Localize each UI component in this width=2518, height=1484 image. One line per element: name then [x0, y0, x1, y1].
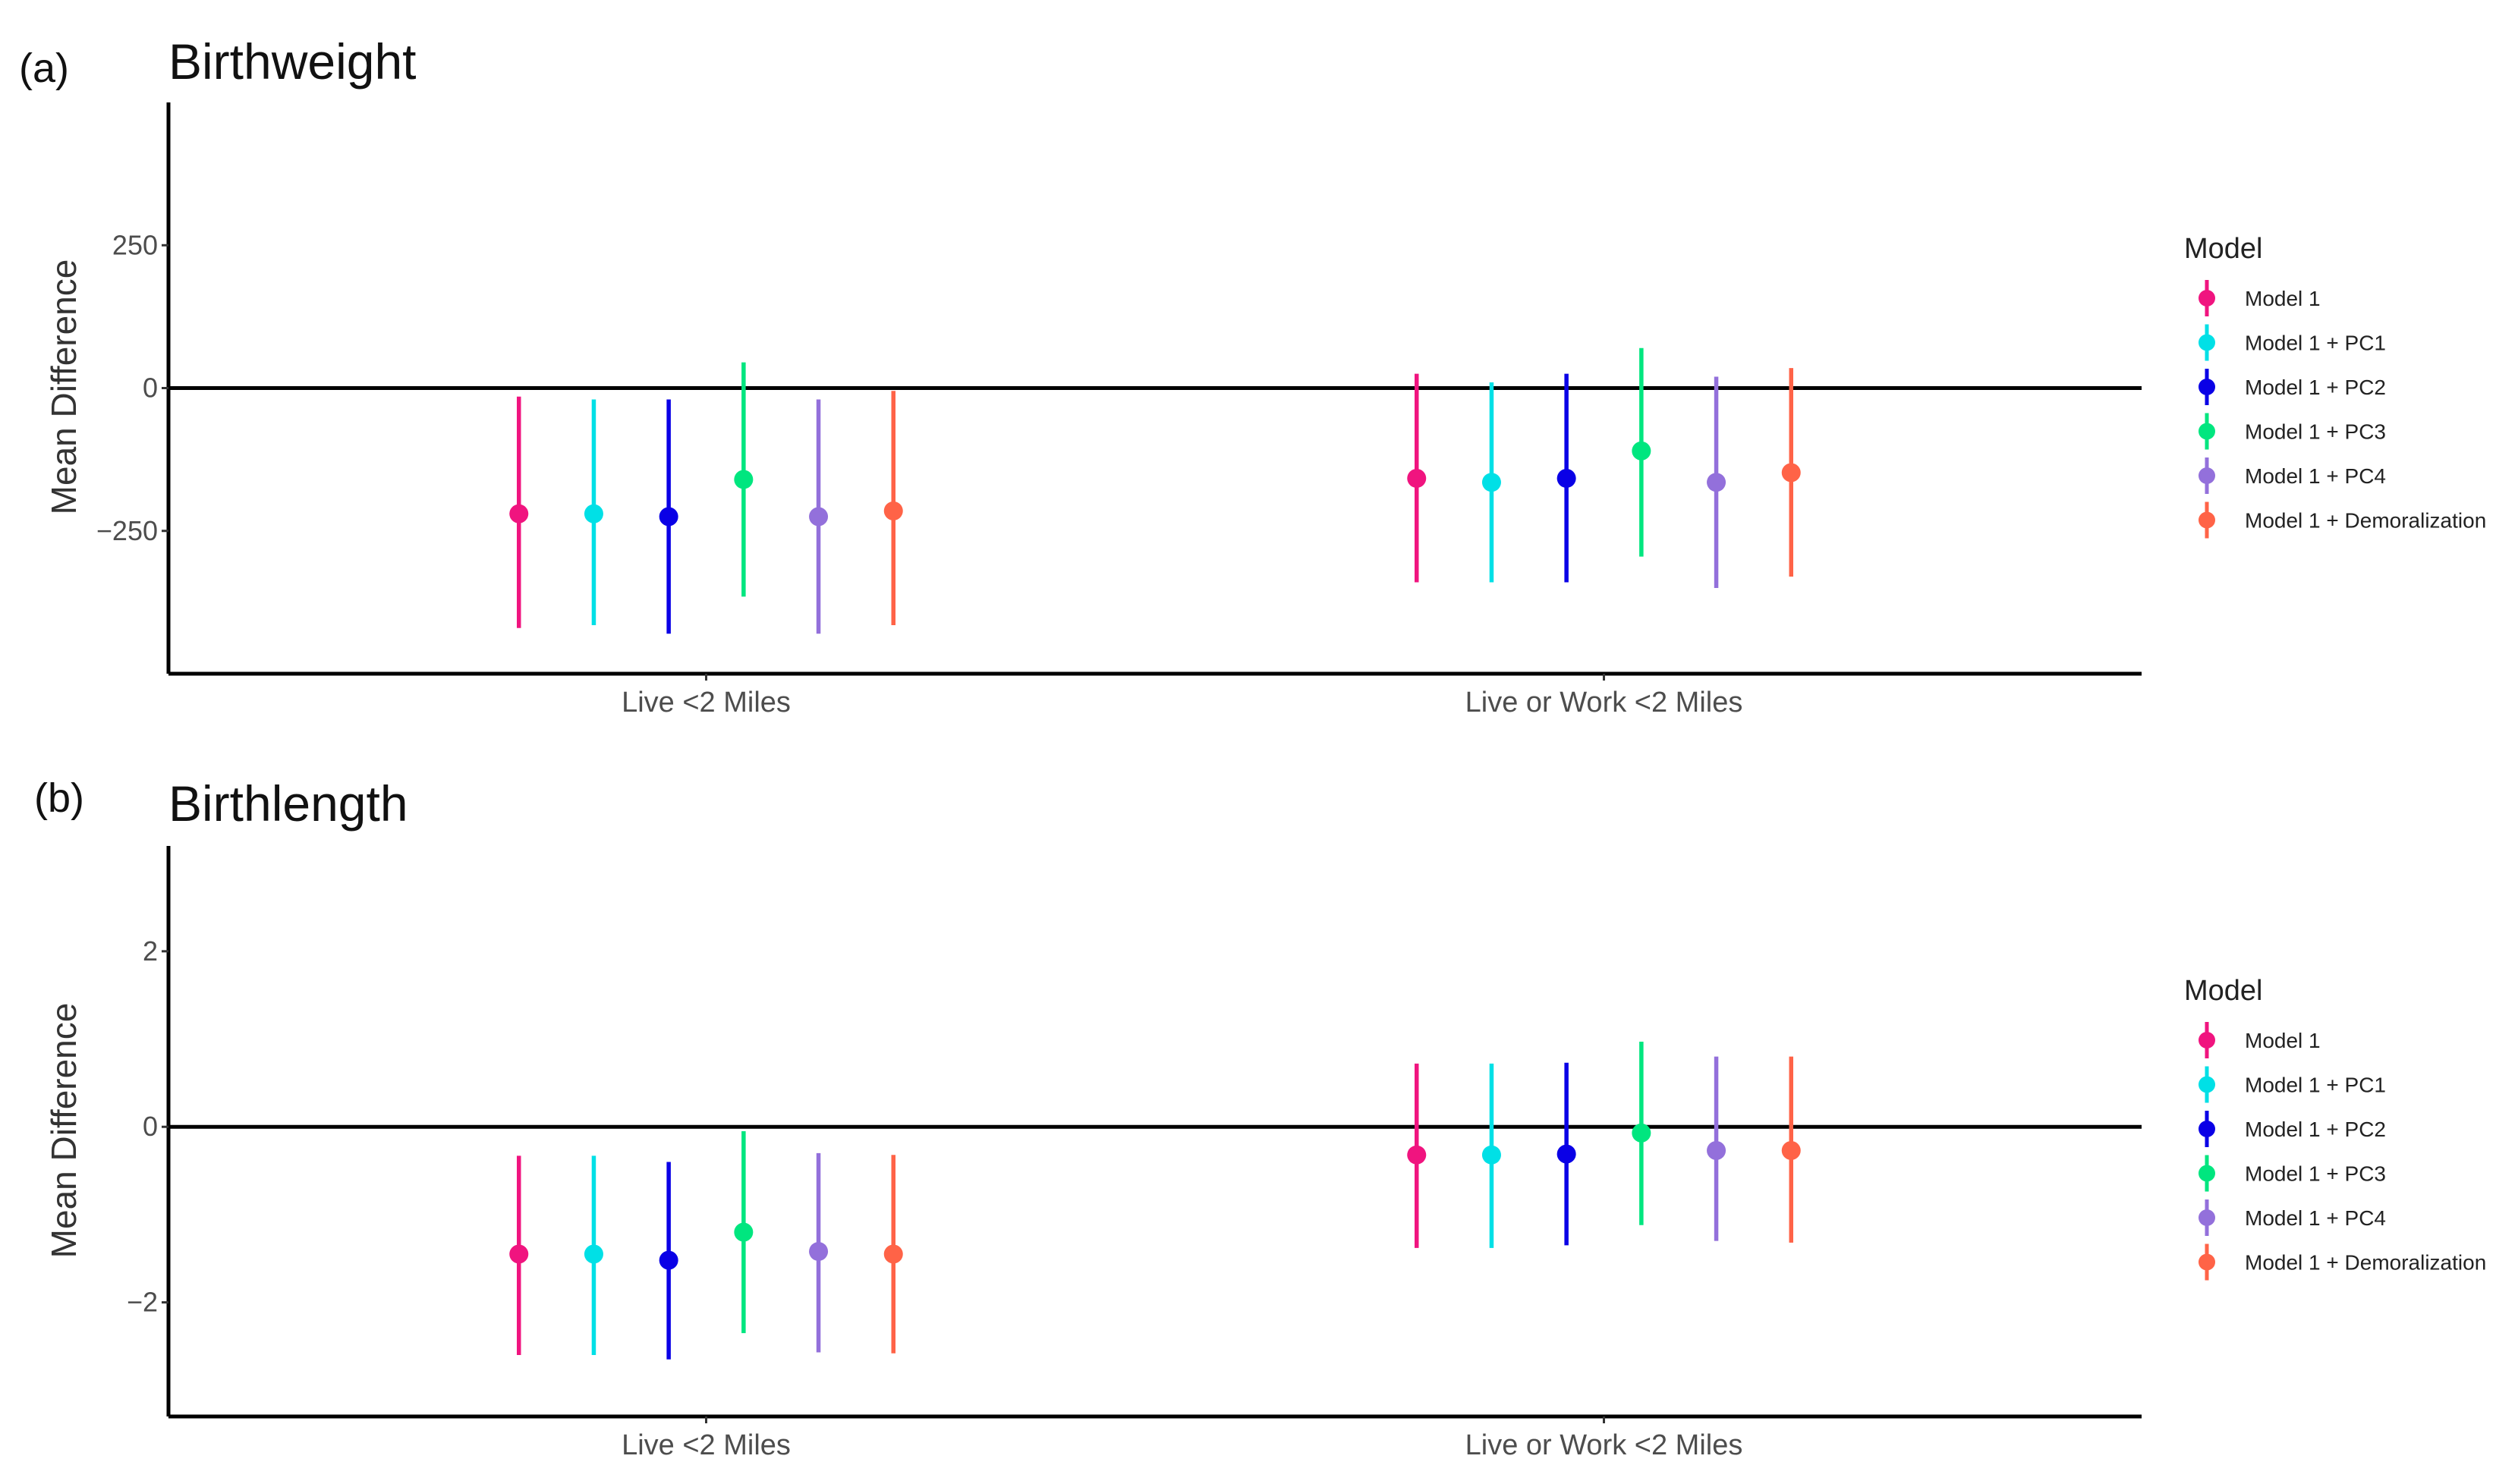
estimate-point	[584, 504, 603, 523]
estimate-point	[1781, 1140, 1801, 1160]
legend-label: Model 1 + Demoralization	[2245, 509, 2486, 533]
legend-key-point	[2199, 467, 2215, 484]
estimate-point	[1781, 463, 1801, 483]
legend-label: Model 1 + PC4	[2245, 464, 2386, 488]
legend-label: Model 1 + PC3	[2245, 420, 2386, 444]
legend-label: Model 1	[2245, 1029, 2321, 1052]
estimate-point	[659, 1250, 678, 1270]
legend-key-point	[2199, 1121, 2215, 1137]
y-tick-label: 0	[143, 373, 158, 404]
legend-label: Model 1 + PC1	[2245, 332, 2386, 355]
legend-label: Model 1 + PC1	[2245, 1074, 2386, 1097]
legend-label: Model 1 + PC2	[2245, 376, 2386, 399]
legend-label: Model 1 + Demoralization	[2245, 1251, 2486, 1275]
legend-label: Model 1 + PC4	[2245, 1206, 2386, 1230]
y-tick-label: 2	[143, 935, 158, 967]
legend: Model Model 1 Model 1 + PC1 Model 1 + PC2 M…	[2184, 233, 2486, 539]
x-tick-label: Live or Work <2 Miles	[1465, 687, 1743, 718]
legend-key-point	[2199, 511, 2215, 529]
estimate-point	[1707, 1140, 1726, 1160]
x-tick-label: Live or Work <2 Miles	[1465, 1429, 1743, 1461]
legend-title: Model	[2184, 233, 2263, 265]
estimate-point	[1481, 1145, 1501, 1165]
estimate-point	[734, 470, 754, 489]
legend-key-point	[2199, 1209, 2215, 1226]
y-tick-label: −2	[127, 1287, 158, 1318]
estimate-point	[1407, 1145, 1427, 1165]
legend-key-point	[2199, 290, 2215, 307]
y-axis-title: Mean Difference	[44, 1003, 83, 1259]
y-tick-label: 250	[112, 229, 158, 260]
estimate-point	[1707, 473, 1726, 492]
estimate-point	[659, 507, 678, 527]
legend-key-point	[2199, 1253, 2215, 1271]
estimate-point	[1556, 468, 1576, 488]
chart-title: Birthweight	[168, 33, 417, 90]
legend: Model Model 1 Model 1 + PC1 Model 1 + PC2 M…	[2184, 975, 2486, 1281]
y-axis-title: Mean Difference	[44, 259, 83, 515]
legend-label: Model 1	[2245, 287, 2321, 310]
estimate-point	[509, 1244, 529, 1264]
legend-title: Model	[2184, 975, 2263, 1007]
x-tick-label: Live <2 Miles	[622, 687, 791, 718]
estimate-point	[883, 501, 903, 520]
estimate-point	[809, 507, 829, 527]
legend-key-point	[2199, 1165, 2215, 1182]
legend-label: Model 1 + PC2	[2245, 1118, 2386, 1141]
estimate-point	[1632, 441, 1651, 461]
legend-key-point	[2199, 334, 2215, 351]
estimate-point	[1481, 473, 1501, 492]
legend-key-point	[2199, 1076, 2215, 1093]
legend-key-point	[2199, 1032, 2215, 1049]
axes-group: −2 0 2 Live <2 Miles Live or Work <2 Miles	[127, 846, 2142, 1461]
marks-group	[509, 1041, 1801, 1360]
birthweight-panel: (a) Birthweight Mean Difference −250 0 250…	[19, 33, 2486, 718]
axes-group: −250 0 250 Live <2 Miles Live or Work <2 Mil…	[96, 102, 2142, 718]
estimate-point	[1632, 1123, 1651, 1143]
estimate-point	[883, 1244, 903, 1264]
panel-label: (a)	[19, 46, 69, 91]
legend-key-point	[2199, 423, 2215, 440]
chart-title: Birthlength	[168, 775, 408, 832]
birthlength-panel: (b) Birthlength Mean Difference −2 0 2 Live…	[34, 775, 2486, 1461]
legend-key-point	[2199, 379, 2215, 395]
estimate-point	[1556, 1144, 1576, 1164]
y-tick-label: −250	[96, 515, 158, 546]
panel-label: (b)	[34, 775, 84, 821]
legend-label: Model 1 + PC3	[2245, 1162, 2386, 1186]
estimate-point	[734, 1222, 754, 1242]
estimate-point	[509, 504, 529, 523]
estimate-point	[809, 1241, 829, 1261]
estimate-point	[584, 1244, 603, 1264]
y-tick-label: 0	[143, 1111, 158, 1142]
estimate-point	[1407, 468, 1427, 488]
marks-group	[509, 347, 1801, 634]
x-tick-label: Live <2 Miles	[622, 1429, 791, 1461]
